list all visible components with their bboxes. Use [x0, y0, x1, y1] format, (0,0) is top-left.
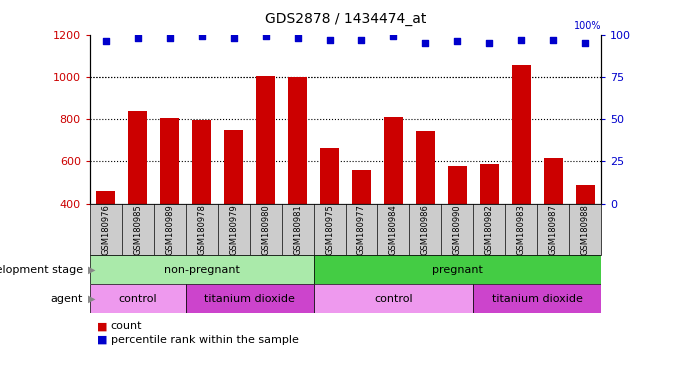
Point — [164, 35, 176, 41]
Text: GSM180975: GSM180975 — [325, 204, 334, 255]
Point — [452, 38, 463, 45]
Point — [356, 36, 367, 43]
Text: titanium dioxide: titanium dioxide — [204, 293, 295, 304]
Text: GSM180978: GSM180978 — [197, 204, 206, 255]
Text: GSM180987: GSM180987 — [549, 204, 558, 255]
Point — [324, 36, 335, 43]
Bar — [96, 191, 115, 288]
Text: development stage: development stage — [0, 265, 83, 275]
Bar — [224, 130, 243, 288]
Bar — [473, 284, 601, 313]
Text: percentile rank within the sample: percentile rank within the sample — [111, 335, 299, 345]
Bar — [192, 120, 211, 288]
Bar — [288, 77, 307, 288]
Bar — [256, 76, 275, 288]
Text: GSM180980: GSM180980 — [261, 204, 270, 255]
Text: control: control — [118, 293, 157, 304]
Bar — [186, 284, 314, 313]
Text: GSM180985: GSM180985 — [133, 204, 142, 255]
Text: agent: agent — [50, 293, 83, 304]
Text: GSM180981: GSM180981 — [293, 204, 302, 255]
Point — [260, 33, 271, 39]
Point — [196, 33, 207, 39]
Bar — [384, 117, 403, 288]
Bar — [90, 284, 186, 313]
Text: ▶: ▶ — [88, 265, 96, 275]
Bar — [90, 255, 314, 284]
Text: GSM180979: GSM180979 — [229, 204, 238, 255]
Point — [292, 35, 303, 41]
Text: ■: ■ — [97, 335, 107, 345]
Point — [388, 33, 399, 39]
Point — [132, 35, 143, 41]
Text: GSM180983: GSM180983 — [517, 204, 526, 255]
Text: non-pregnant: non-pregnant — [164, 265, 240, 275]
Text: titanium dioxide: titanium dioxide — [492, 293, 583, 304]
Bar — [544, 158, 562, 288]
Bar — [320, 147, 339, 288]
Text: GSM180988: GSM180988 — [580, 204, 589, 255]
Bar — [416, 131, 435, 288]
Text: GDS2878 / 1434474_at: GDS2878 / 1434474_at — [265, 12, 426, 25]
Text: control: control — [374, 293, 413, 304]
Text: GSM180989: GSM180989 — [165, 204, 174, 255]
Point — [484, 40, 495, 46]
Bar — [352, 170, 371, 288]
Bar — [314, 284, 473, 313]
Text: GSM180990: GSM180990 — [453, 204, 462, 255]
Text: pregnant: pregnant — [432, 265, 483, 275]
Text: ▶: ▶ — [88, 293, 96, 304]
Text: 100%: 100% — [574, 21, 601, 31]
Text: ■: ■ — [97, 321, 107, 331]
Text: GSM180976: GSM180976 — [102, 204, 111, 255]
Text: count: count — [111, 321, 142, 331]
Point — [548, 36, 559, 43]
Bar — [480, 164, 499, 288]
Bar — [511, 65, 531, 288]
Point — [420, 40, 431, 46]
Text: GSM180986: GSM180986 — [421, 204, 430, 255]
Bar — [448, 166, 467, 288]
Point — [515, 36, 527, 43]
Point — [100, 38, 111, 45]
Bar — [128, 111, 147, 288]
Point — [228, 35, 239, 41]
Text: GSM180984: GSM180984 — [389, 204, 398, 255]
Point — [580, 40, 591, 46]
Text: GSM180977: GSM180977 — [357, 204, 366, 255]
Bar — [576, 185, 595, 288]
Text: GSM180982: GSM180982 — [485, 204, 494, 255]
Bar — [160, 118, 179, 288]
Bar — [314, 255, 601, 284]
